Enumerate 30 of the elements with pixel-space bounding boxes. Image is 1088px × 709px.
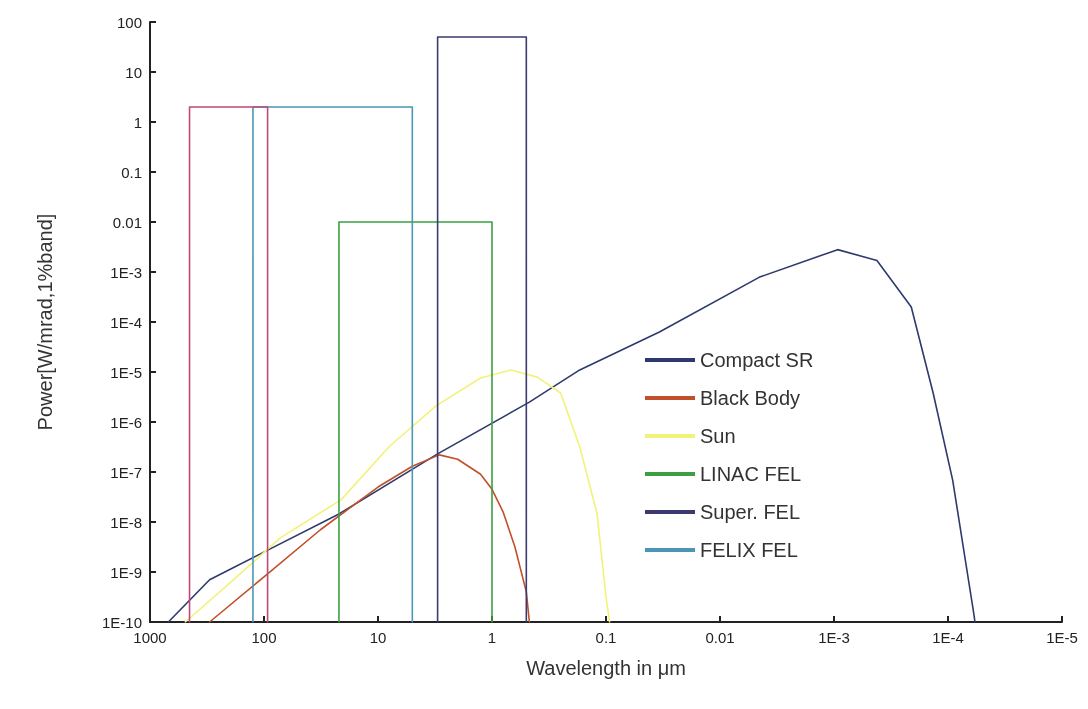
x-tick-label: 0.01 (705, 629, 735, 646)
legend-label: LINAC FEL (700, 463, 802, 485)
y-axis-title: Power[W/mrad,1%band] (34, 213, 56, 431)
y-tick-label: 1E-9 (110, 563, 142, 581)
legend-label: Sun (700, 425, 736, 447)
x-axis-title: Wavelength in μm (526, 657, 686, 679)
x-tick-label: 1E-3 (818, 629, 850, 646)
legend-label: FELIX FEL (700, 539, 798, 561)
y-tick-label: 0.01 (112, 213, 142, 231)
x-tick-label: 1E-5 (1046, 629, 1078, 646)
y-tick-label: 1E-10 (101, 613, 142, 631)
y-tick-label: 1E-3 (110, 263, 142, 281)
x-tick-label: 1 (487, 629, 497, 646)
x-tick-label: 0.1 (595, 629, 617, 646)
x-tick-label: 1000 (133, 629, 167, 646)
y-tick-label: 0.1 (121, 163, 142, 181)
legend-label: Black Body (700, 387, 801, 409)
y-tick-label: 1E-8 (110, 513, 142, 531)
x-tick-label: 10 (369, 629, 387, 646)
y-tick-label: 1E-6 (110, 413, 142, 431)
y-tick-label: 1 (133, 113, 142, 131)
y-tick-label: 1E-5 (110, 363, 142, 381)
y-tick-label: 100 (116, 13, 142, 31)
y-tick-label: 1E-7 (110, 463, 142, 481)
y-tick-label: 10 (125, 63, 142, 81)
legend-label: Compact SR (700, 349, 814, 371)
legend-label: Super. FEL (700, 501, 801, 523)
x-tick-label: 1E-4 (932, 629, 964, 646)
x-tick-label: 100 (251, 629, 277, 646)
y-tick-label: 1E-4 (110, 313, 142, 331)
